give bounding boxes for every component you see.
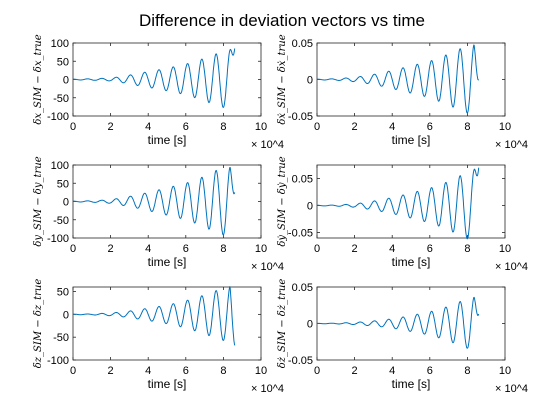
x-tick-label: 0 <box>70 121 76 133</box>
y-tick-label: 100 <box>51 160 69 172</box>
x-tick-label: 6 <box>427 365 433 377</box>
x-axis-exponent: × 10^4 <box>251 139 284 151</box>
y-tick-label: 0 <box>63 309 69 321</box>
y-tick-label: -50 <box>53 215 69 227</box>
y-tick-label: 0 <box>307 201 313 213</box>
x-tick-label: 0 <box>70 243 76 255</box>
x-tick-label: 2 <box>108 121 114 133</box>
x-axis-label: time [s] <box>148 377 187 391</box>
x-tick-label: 6 <box>427 243 433 255</box>
subplot-1: 0 2 4 6 8 10 100 50 0 -50 -100 time [s] × 10^4 δx_SIM… <box>33 34 284 151</box>
series-line <box>72 48 236 108</box>
x-tick-label: 6 <box>427 121 433 133</box>
x-axis-label: time [s] <box>392 377 431 391</box>
x-tick-label: 10 <box>499 243 511 255</box>
subplot-3: 0 2 4 6 8 10 100 50 0 -50 -100 time [s] × 10^4 δy_SIM… <box>33 156 284 273</box>
x-tick-label: 10 <box>499 365 511 377</box>
x-tick-label: 6 <box>183 121 189 133</box>
y-tick-label: -50 <box>53 332 69 344</box>
x-tick-label: 4 <box>145 121 151 133</box>
x-tick-label: 8 <box>220 121 226 133</box>
x-tick-label: 10 <box>255 243 267 255</box>
y-tick-label: 0.05 <box>292 282 313 294</box>
y-axis-label: δy_SIM − δy_true <box>33 156 44 246</box>
series-line <box>72 167 236 236</box>
x-axis-exponent: × 10^4 <box>495 383 528 395</box>
x-tick-label: 0 <box>314 121 320 133</box>
series-line <box>316 44 480 114</box>
x-tick-label: 4 <box>389 121 395 133</box>
y-axis-label: δx_SIM − δx_true <box>33 34 44 124</box>
x-tick-label: 2 <box>108 243 114 255</box>
x-tick-label: 10 <box>255 121 267 133</box>
plot-area <box>316 286 506 361</box>
y-tick-label: 0.05 <box>292 174 313 186</box>
x-axis-label: time [s] <box>392 133 431 147</box>
y-tick-label: 50 <box>57 56 69 68</box>
x-axis-exponent: × 10^4 <box>251 383 284 395</box>
series-line <box>316 296 480 349</box>
y-tick-label: -0.05 <box>288 355 313 367</box>
y-tick-label: -0.05 <box>288 111 313 123</box>
x-tick-label: 2 <box>108 365 114 377</box>
y-tick-label: 0 <box>63 75 69 87</box>
y-tick-label: 100 <box>51 38 69 50</box>
x-axis-label: time [s] <box>148 133 187 147</box>
y-tick-label: -100 <box>47 355 69 367</box>
y-tick-label: -100 <box>47 111 69 123</box>
x-axis-exponent: × 10^4 <box>251 261 284 273</box>
y-tick-label: -0.05 <box>288 228 313 240</box>
x-tick-label: 4 <box>145 365 151 377</box>
x-tick-label: 2 <box>352 121 358 133</box>
series-line <box>72 286 236 346</box>
x-axis-label: time [s] <box>392 255 431 269</box>
plot-area <box>72 164 262 239</box>
y-tick-label: -100 <box>47 233 69 245</box>
y-tick-label: -50 <box>53 93 69 105</box>
y-tick-label: 50 <box>57 178 69 190</box>
x-tick-label: 10 <box>499 121 511 133</box>
x-axis-exponent: × 10^4 <box>495 261 528 273</box>
series-line <box>316 167 480 240</box>
x-tick-label: 6 <box>183 365 189 377</box>
x-tick-label: 8 <box>220 243 226 255</box>
y-axis-label: δż_SIM − δż_true <box>277 279 288 369</box>
x-axis-label: time [s] <box>148 255 187 269</box>
y-tick-label: 0 <box>307 319 313 331</box>
x-tick-label: 8 <box>464 243 470 255</box>
x-tick-label: 8 <box>464 121 470 133</box>
x-tick-label: 8 <box>464 365 470 377</box>
x-tick-label: 10 <box>255 365 267 377</box>
figure-title: Difference in deviation vectors vs time <box>139 11 425 30</box>
y-axis-label: δz_SIM − δz_true <box>33 279 44 369</box>
y-axis-label: δẏ_SIM − δẏ_true <box>277 156 288 246</box>
plot-area <box>72 42 262 117</box>
y-axis-label: δẋ_SIM − δẋ_true <box>277 34 288 124</box>
plot-area <box>316 164 506 239</box>
x-tick-label: 0 <box>70 365 76 377</box>
x-tick-label: 0 <box>314 365 320 377</box>
y-tick-label: 0.05 <box>292 38 313 50</box>
y-tick-label: 0 <box>307 75 313 87</box>
x-tick-label: 0 <box>314 243 320 255</box>
y-tick-label: 50 <box>57 287 69 299</box>
subplot-5: 0 2 4 6 8 10 50 0 -50 -100 time [s] × 10^4 δz_SIM − … <box>33 279 284 395</box>
y-tick-label: 0 <box>63 197 69 209</box>
plot-area <box>316 42 506 117</box>
x-tick-label: 4 <box>389 243 395 255</box>
x-tick-label: 4 <box>145 243 151 255</box>
x-tick-label: 2 <box>352 365 358 377</box>
x-tick-label: 4 <box>389 365 395 377</box>
x-tick-label: 6 <box>183 243 189 255</box>
x-tick-label: 8 <box>220 365 226 377</box>
x-axis-exponent: × 10^4 <box>495 139 528 151</box>
x-tick-label: 2 <box>352 243 358 255</box>
